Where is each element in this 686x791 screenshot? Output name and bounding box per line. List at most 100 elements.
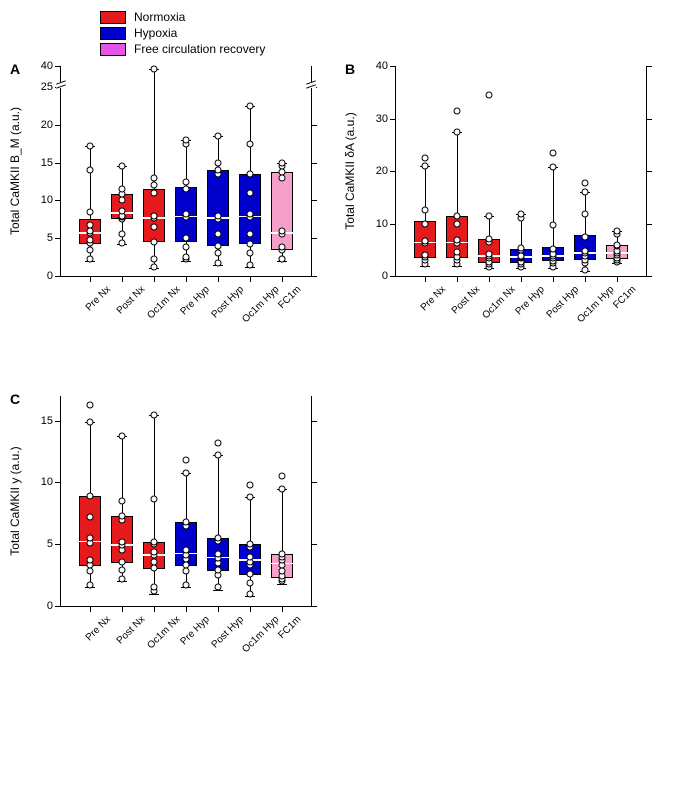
legend-swatch xyxy=(100,11,126,24)
ytick-label: 5 xyxy=(47,232,53,244)
data-point xyxy=(151,538,158,545)
data-point xyxy=(183,178,190,185)
data-point xyxy=(119,498,126,505)
xtick-label: Pre Hyp xyxy=(179,614,212,647)
data-point xyxy=(183,136,190,143)
data-point xyxy=(151,263,158,270)
data-point xyxy=(151,189,158,196)
data-point xyxy=(518,245,525,252)
ytick-label: 10 xyxy=(376,218,388,230)
ytick-label: 20 xyxy=(376,165,388,177)
data-point xyxy=(87,493,94,500)
ytick-label: 0 xyxy=(47,270,53,282)
data-point xyxy=(87,418,94,425)
data-point xyxy=(183,519,190,526)
data-point xyxy=(247,494,254,501)
data-point xyxy=(215,167,222,174)
data-point xyxy=(247,241,254,248)
data-point xyxy=(215,439,222,446)
ytick-label: 0 xyxy=(47,600,53,612)
data-point xyxy=(215,567,222,574)
data-point xyxy=(247,590,254,597)
panel-label: B xyxy=(345,61,355,77)
data-point xyxy=(119,163,126,170)
data-point xyxy=(183,568,190,575)
data-point xyxy=(151,548,158,555)
ytick-label: 30 xyxy=(376,113,388,125)
data-point xyxy=(87,208,94,215)
xtick-label: Oc1m Nx xyxy=(145,614,182,651)
data-point xyxy=(422,220,429,227)
xtick-label: FC1m xyxy=(611,284,638,311)
data-point xyxy=(247,170,254,177)
panel-label: A xyxy=(10,61,20,77)
ytick-label: 20 xyxy=(41,119,53,131)
data-point xyxy=(247,140,254,147)
data-point xyxy=(183,244,190,251)
data-point xyxy=(486,250,493,257)
data-point xyxy=(247,541,254,548)
data-point xyxy=(486,212,493,219)
data-point xyxy=(550,245,557,252)
ytick-label: 25 xyxy=(41,81,53,93)
ylabel: Total CaMKII δA (a.u.) xyxy=(343,112,357,229)
data-point xyxy=(119,575,126,582)
plot-area: 010203040Pre NxPost NxOc1m NxPre HypPost… xyxy=(395,66,647,277)
ytick-label: 15 xyxy=(41,415,53,427)
data-point xyxy=(183,582,190,589)
xtick-label: Pre Hyp xyxy=(514,284,547,317)
data-point xyxy=(247,262,254,269)
data-point xyxy=(247,250,254,257)
legend-swatch xyxy=(100,43,126,56)
data-point xyxy=(279,227,286,234)
data-point xyxy=(183,457,190,464)
data-point xyxy=(183,211,190,218)
xtick-label: Oc1m Nx xyxy=(480,284,517,321)
data-point xyxy=(550,221,557,228)
data-point xyxy=(279,174,286,181)
data-point xyxy=(151,174,158,181)
plot-area: 051015202540Pre NxPost NxOc1m NxPre HypP… xyxy=(60,66,312,277)
data-point xyxy=(87,535,94,542)
data-point xyxy=(454,128,461,135)
data-point xyxy=(151,564,158,571)
data-point xyxy=(247,579,254,586)
data-point xyxy=(151,411,158,418)
data-point xyxy=(183,254,190,261)
data-point xyxy=(582,233,589,240)
data-point xyxy=(87,246,94,253)
data-point xyxy=(151,238,158,245)
data-point xyxy=(119,567,126,574)
legend-item: Normoxia xyxy=(100,10,686,24)
data-point xyxy=(550,149,557,156)
ytick-label: 10 xyxy=(41,476,53,488)
data-point xyxy=(183,547,190,554)
data-point xyxy=(215,231,222,238)
data-point xyxy=(151,495,158,502)
data-point xyxy=(582,211,589,218)
data-point xyxy=(247,481,254,488)
data-point xyxy=(279,551,286,558)
data-point xyxy=(279,159,286,166)
data-point xyxy=(119,207,126,214)
ylabel: Total CaMKII B_M (a.u.) xyxy=(8,107,22,235)
data-point xyxy=(183,562,190,569)
data-point xyxy=(454,237,461,244)
data-point xyxy=(215,260,222,267)
data-point xyxy=(119,538,126,545)
data-point xyxy=(247,231,254,238)
data-point xyxy=(422,252,429,259)
data-point xyxy=(614,241,621,248)
data-point xyxy=(151,584,158,591)
xtick-label: Pre Nx xyxy=(84,284,113,313)
data-point xyxy=(279,473,286,480)
data-point xyxy=(87,236,94,243)
xtick-label: Oc1m Hyp xyxy=(240,614,281,655)
xtick-label: Oc1m Nx xyxy=(145,284,182,321)
data-point xyxy=(119,186,126,193)
ytick-label: 0 xyxy=(382,270,388,282)
data-point xyxy=(247,553,254,560)
xtick-label: Oc1m Hyp xyxy=(575,284,616,325)
legend-label: Free circulation recovery xyxy=(134,42,265,56)
data-point xyxy=(582,189,589,196)
